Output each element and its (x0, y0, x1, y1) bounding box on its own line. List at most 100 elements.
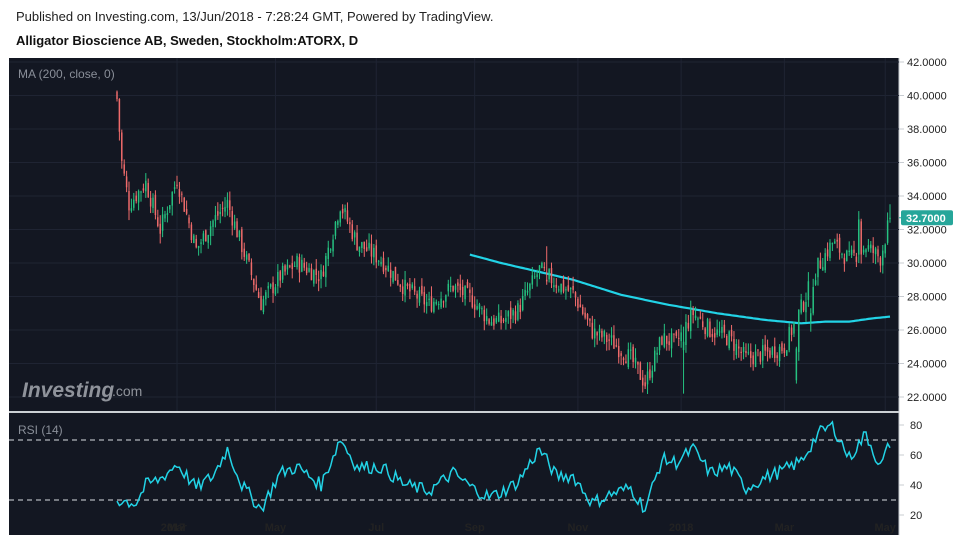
candle-body (183, 197, 185, 212)
candle-body (670, 333, 673, 349)
candle-body (413, 286, 416, 292)
candle-body (265, 292, 267, 300)
price-tick-label: 42.0000 (907, 57, 947, 69)
candle-body (699, 316, 702, 319)
candle-body (651, 370, 654, 378)
candle-body (831, 243, 834, 245)
candle-body (591, 322, 594, 339)
candle-body (185, 208, 188, 214)
candle-body (680, 332, 682, 342)
candle-body (850, 249, 853, 255)
candle-body (752, 355, 754, 365)
candle-body (565, 289, 567, 291)
time-tick-label: Sep (465, 522, 485, 534)
candle-body (298, 257, 301, 273)
candle-body (802, 302, 805, 311)
time-tick-label: Jul (368, 522, 384, 534)
candle-body (207, 235, 209, 243)
candle-body (673, 333, 675, 335)
candle-body (116, 91, 118, 100)
candle-body (834, 241, 836, 244)
candle-body (221, 207, 224, 209)
candle-body (308, 268, 310, 272)
candle-body (656, 352, 658, 355)
time-tick-label: Mar (775, 522, 795, 534)
candle-body (147, 183, 149, 198)
candle-body (778, 346, 781, 362)
candle-body (245, 254, 248, 260)
time-tick-label: May (265, 522, 287, 534)
candle-body (171, 192, 173, 206)
candle-body (550, 268, 553, 284)
candle-body (411, 284, 414, 289)
candle-body (507, 311, 510, 317)
candle-body (430, 296, 433, 312)
candle-body (277, 272, 279, 287)
candle-body (500, 315, 502, 324)
candle-body (267, 286, 269, 289)
candle-body (795, 348, 798, 381)
candle-body (644, 382, 646, 387)
time-tick-label: 2017 (161, 522, 185, 534)
candle-body (495, 318, 498, 323)
candle-body (481, 308, 483, 310)
candle-body (555, 284, 558, 288)
candle-body (702, 321, 704, 328)
candle-body (332, 239, 334, 252)
candle-body (485, 316, 488, 322)
price-tick-label: 32.0000 (907, 225, 947, 237)
candle-body (514, 311, 517, 321)
candle-body (289, 265, 291, 267)
ma-indicator-label[interactable]: MA (200, close, 0) (18, 67, 115, 81)
candle-body (687, 322, 690, 329)
candle-body (754, 351, 757, 368)
candle-body (161, 214, 164, 231)
candle-body (133, 199, 135, 208)
last-price-value: 32.7000 (906, 213, 946, 225)
candle-body (341, 208, 344, 214)
candle-body (212, 220, 214, 227)
candle-body (524, 289, 526, 296)
candle-body (313, 270, 315, 284)
candle-body (334, 221, 337, 236)
candle-body (649, 369, 651, 379)
candle-body (490, 322, 493, 326)
candle-body (502, 319, 505, 322)
candle-body (370, 243, 373, 257)
candle-body (349, 222, 351, 225)
candle-body (826, 249, 829, 257)
candle-body (375, 245, 378, 263)
candle-body (637, 361, 639, 365)
candle-body (800, 299, 802, 313)
candle-body (867, 245, 870, 250)
candle-body (257, 292, 260, 298)
candle-body (757, 349, 759, 351)
candle-body (617, 346, 620, 358)
candle-body (253, 278, 255, 285)
candle-body (329, 249, 332, 251)
candle-body (882, 250, 884, 266)
candle-body (658, 337, 661, 351)
candle-body (786, 350, 788, 356)
candle-body (718, 331, 721, 333)
candle-body (632, 346, 634, 362)
rsi-indicator-label[interactable]: RSI (14) (18, 423, 63, 437)
candle-body (145, 180, 147, 192)
candle-body (440, 298, 442, 308)
candle-body (476, 306, 478, 310)
candle-body (385, 267, 387, 271)
candle-body (694, 315, 697, 319)
candle-body (781, 343, 783, 351)
candle-body (874, 248, 877, 255)
candle-body (428, 298, 430, 300)
candle-body (545, 279, 548, 282)
candle-body (733, 338, 735, 351)
candle-body (293, 265, 296, 267)
candle-body (762, 345, 764, 361)
candle-body (577, 298, 579, 308)
candle-body (497, 312, 500, 322)
candle-body (798, 309, 800, 352)
candle-body (445, 295, 447, 302)
candle-body (269, 284, 272, 287)
